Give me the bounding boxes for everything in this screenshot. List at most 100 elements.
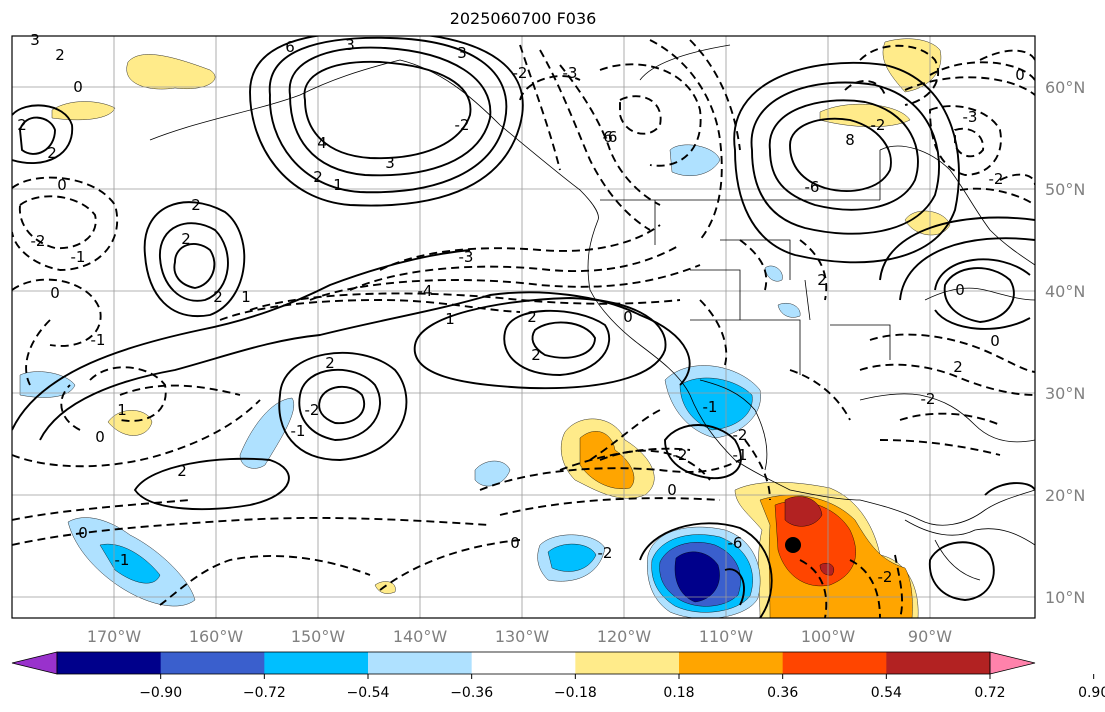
colorbar-segment — [471, 652, 576, 674]
contour-label: -6 — [805, 178, 820, 196]
longitude-tick-label: 120°W — [597, 627, 652, 646]
contour-label: 0 — [57, 176, 67, 194]
contour-label: 0 — [955, 281, 965, 299]
contour-label: 2 — [953, 358, 963, 376]
contour-label: -3 — [459, 248, 474, 266]
colorbar-tick-label: −0.18 — [554, 685, 597, 701]
negative-anomaly — [764, 265, 783, 282]
contour-label: 3 — [385, 154, 395, 172]
colorbar-tick-label: −0.54 — [347, 685, 390, 701]
negative-anomaly — [99, 543, 161, 584]
colorbar-segment — [57, 652, 162, 674]
contour-label: 0 — [95, 428, 105, 446]
positive-anomaly — [819, 562, 834, 576]
longitude-tick-label: 90°W — [908, 627, 952, 646]
contour-label: 0 — [510, 534, 520, 552]
latitude-tick-label: 30°N — [1045, 384, 1085, 403]
contour-label: 2 — [313, 168, 323, 186]
contour-label: -2 — [305, 401, 320, 419]
contour-label: -2 — [871, 116, 886, 134]
longitude-tick-label: 100°W — [801, 627, 856, 646]
contour-label: 2 — [47, 144, 57, 162]
latitude-tick-label: 60°N — [1045, 78, 1085, 97]
contour-label: 4 — [317, 134, 327, 152]
colorbar-tick-label: 0.72 — [974, 685, 1005, 701]
map-border — [11, 35, 1036, 619]
colorbar-tick-label: −0.36 — [450, 685, 493, 701]
colorbar-ticks: −0.90 −0.72 −0.54 −0.36 −0.18 0.18 0.36 0.54 0.7… — [139, 674, 1105, 701]
positive-anomaly — [784, 496, 823, 527]
longitude-tick-label: 150°W — [291, 627, 346, 646]
contour-label: -2 — [733, 426, 748, 444]
latitude-tick-label: 50°N — [1045, 180, 1085, 199]
negative-anomaly — [679, 377, 753, 431]
contour-label: 3 — [457, 44, 467, 62]
negative-anomaly — [474, 460, 511, 487]
latitude-tick-label: 40°N — [1045, 282, 1085, 301]
positive-anomaly — [374, 581, 396, 594]
longitude-tick-label: 140°W — [393, 627, 448, 646]
contour-label: -1 — [115, 551, 130, 569]
storm-center-marker — [785, 537, 801, 553]
longitude-tick-label: 130°W — [495, 627, 550, 646]
negative-anomaly — [669, 144, 721, 176]
contour-label: -1 — [703, 398, 718, 416]
contour-label: -3 — [963, 108, 978, 126]
contour-label: 6 — [603, 128, 613, 146]
latitude-tick-label: 10°N — [1045, 588, 1085, 607]
contour-label: 0 — [50, 284, 60, 302]
contour-label: 2 — [817, 271, 827, 289]
longitude-labels: 170°W 160°W 150°W 140°W 130°W 120°W 110°W 100°W… — [87, 627, 952, 646]
contour-label: 2 — [177, 462, 187, 480]
contour-label: 0 — [78, 524, 88, 542]
contour-label: 0 — [667, 481, 677, 499]
contour-label: -2 — [31, 232, 46, 250]
contour-label: -2 — [673, 446, 688, 464]
contour-label: 1 — [117, 401, 127, 419]
longitude-tick-label: 170°W — [87, 627, 142, 646]
colorbar-segment — [782, 652, 887, 674]
coastlines — [149, 44, 1035, 581]
contour-label: -2 — [455, 116, 470, 134]
colorbar-tick-label: 0.90 — [1078, 685, 1105, 701]
contour-label: 6 — [285, 38, 295, 56]
positive-anomaly — [579, 431, 635, 489]
negative-anomaly — [674, 551, 720, 603]
colorbar-segments — [11, 651, 1036, 675]
contour-label: -4 — [418, 282, 433, 300]
contour-label: -6 — [603, 128, 618, 146]
colorbar-tick-label: 0.18 — [663, 685, 694, 701]
negative-anomaly — [547, 543, 597, 572]
contour-label: 8 — [845, 131, 855, 149]
contour-label: 2 — [325, 354, 335, 372]
contour-label: -1 — [71, 248, 86, 266]
contour-label: 2 — [17, 116, 27, 134]
positive-anomaly — [126, 54, 216, 90]
colorbar-tick-label: 0.36 — [767, 685, 798, 701]
colorbar-segment — [368, 652, 473, 674]
colorbar: −0.90 −0.72 −0.54 −0.36 −0.18 0.18 0.36 0.54 0.7… — [11, 651, 1105, 701]
contour-label: -2 — [989, 170, 1004, 188]
contour-label: 0 — [73, 78, 83, 96]
colorbar-extend-high — [989, 651, 1036, 675]
contour-label: 0 — [623, 308, 633, 326]
colorbar-segment — [575, 652, 680, 674]
colorbar-tick-label: 0.54 — [871, 685, 902, 701]
contour-label: 2 — [181, 230, 191, 248]
contour-label: -2 — [598, 544, 613, 562]
latitude-tick-label: 20°N — [1045, 486, 1085, 505]
positive-anomaly — [107, 410, 153, 436]
colorbar-segment — [264, 652, 369, 674]
contour-label: 2 — [531, 346, 541, 364]
longitude-tick-label: 110°W — [699, 627, 754, 646]
colorbar-tick-label: −0.72 — [243, 685, 286, 701]
contour-label: 2 — [213, 288, 223, 306]
contour-label: 2 — [191, 196, 201, 214]
map-content — [12, 36, 1035, 618]
contour-label: 3 — [30, 31, 40, 49]
contour-label: 1 — [445, 310, 455, 328]
contour-label: 1 — [241, 288, 251, 306]
contour-label: 2 — [527, 308, 537, 326]
